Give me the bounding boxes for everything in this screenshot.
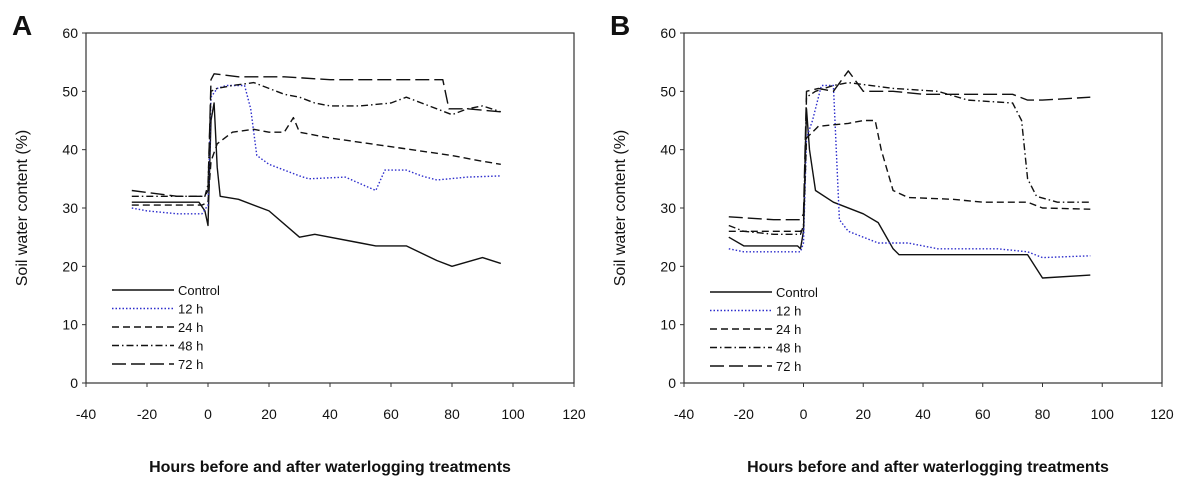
- panel-b-x-tick-label: 80: [1035, 406, 1051, 422]
- panel-b-y-tick-label: 60: [660, 25, 676, 41]
- panel-a-legend-label: 48 h: [178, 339, 203, 354]
- panel-a-legend-label: 24 h: [178, 320, 203, 335]
- panel-a-x-tick-label: 100: [501, 406, 525, 422]
- panel-b-legend-label: 12 h: [776, 304, 801, 319]
- panel-a-y-axis-label: Soil water content (%): [14, 130, 31, 287]
- panel-a-legend-label: 12 h: [178, 302, 203, 317]
- panel-b-letter: B: [610, 10, 630, 41]
- panel-b-series-24h-line: [728, 119, 1091, 233]
- panel-a-y-tick-label: 0: [70, 375, 78, 391]
- panel-b-x-tick-label: 120: [1150, 406, 1174, 422]
- panel-a-legend-label: Control: [178, 283, 220, 298]
- panel-b-x-tick-label: -20: [734, 406, 754, 422]
- panel-a-x-tick-label: 80: [444, 406, 460, 422]
- panel-b-x-tick-label: -40: [674, 406, 694, 422]
- panel-a-x-tick-label: -40: [76, 406, 96, 422]
- panel-a: A Soil water content (%) Hours before an…: [12, 10, 586, 476]
- panel-b-legend-label: 48 h: [776, 341, 801, 356]
- panel-b-y-axis-label: Soil water content (%): [612, 130, 629, 287]
- panel-b-y-tick-label: 30: [660, 200, 676, 216]
- panel-b-legend-label: 24 h: [776, 322, 801, 337]
- panel-a-y-tick-label: 30: [62, 200, 78, 216]
- panel-a-series-24h-line: [131, 116, 501, 206]
- panel-a-x-tick-label: 120: [562, 406, 586, 422]
- panel-a-x-tick-label: -20: [137, 406, 157, 422]
- panel-a-x-tick-label: 60: [383, 406, 399, 422]
- panel-b-y-tick-label: 0: [668, 375, 676, 391]
- panel-b-series-12h-line: [728, 84, 1091, 259]
- panel-a-plot-frame: [85, 32, 575, 384]
- panel-b-x-tick-label: 20: [855, 406, 871, 422]
- panel-b-x-axis-label: Hours before and after waterlogging trea…: [747, 459, 1109, 476]
- panel-a-x-axis-label: Hours before and after waterlogging trea…: [149, 459, 511, 476]
- panel-a-series-control-line: [131, 102, 502, 267]
- panel-b-y-tick-label: 10: [660, 317, 676, 333]
- panel-b-y-tick-label: 20: [660, 258, 676, 274]
- panel-b-x-tick-label: 40: [915, 406, 931, 422]
- panel-b-x-tick-label: 0: [800, 406, 808, 422]
- panel-b-legend-label: Control: [776, 285, 818, 300]
- panel-a-x-tick-label: 40: [322, 406, 338, 422]
- panel-b-y-tick-label: 50: [660, 83, 676, 99]
- panel-a-legend-label: 72 h: [178, 357, 203, 372]
- panel-a-letter: A: [12, 10, 32, 41]
- panel-b-series-72h-line: [728, 70, 1091, 221]
- panel-a-y-tick-label: 40: [62, 142, 78, 158]
- panel-b-series-control-line: [728, 108, 1091, 279]
- panel-a-series-48h-line: [131, 81, 502, 198]
- panel-b-legend-label: 72 h: [776, 359, 801, 374]
- panel-b-y-tick-label: 40: [660, 142, 676, 158]
- panel-a-y-tick-label: 10: [62, 317, 78, 333]
- panel-b-x-tick-label: 60: [975, 406, 991, 422]
- panel-a-x-tick-label: 0: [204, 406, 212, 422]
- panel-a-series-12h-line: [131, 84, 501, 215]
- panel-b: B Soil water content (%) Hours before an…: [610, 10, 1174, 476]
- panel-a-x-tick-label: 20: [261, 406, 277, 422]
- panel-b-plot-frame: [683, 32, 1163, 384]
- panel-b-series-48h-line: [728, 81, 1091, 236]
- panel-b-x-tick-label: 100: [1091, 406, 1115, 422]
- panel-a-y-tick-label: 60: [62, 25, 78, 41]
- panel-a-y-tick-label: 20: [62, 258, 78, 274]
- panel-a-y-tick-label: 50: [62, 83, 78, 99]
